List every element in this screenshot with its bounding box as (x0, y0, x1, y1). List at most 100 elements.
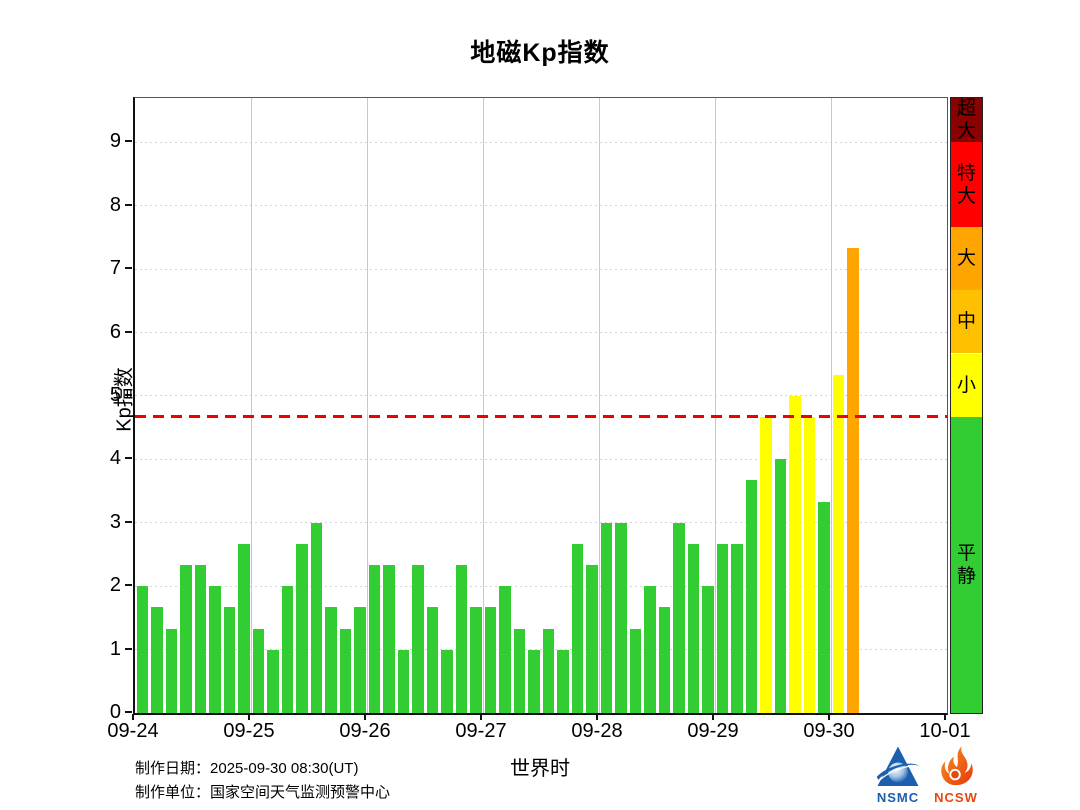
y-tick-label: 2 (109, 574, 121, 597)
x-tick-label: 09-24 (107, 720, 159, 742)
colorbar-label-char: 平 (956, 542, 976, 564)
kp-bar (209, 586, 221, 713)
nsmc-logo-icon (876, 746, 920, 786)
kp-bar (760, 416, 772, 713)
kp-bar (151, 607, 163, 713)
kp-bar (702, 586, 714, 713)
kp-bar (470, 607, 482, 713)
kp-bar (310, 522, 323, 713)
kp-bar (731, 543, 743, 713)
grid-line-horizontal (135, 332, 947, 334)
kp-bar (687, 543, 700, 713)
ncsw-logo-icon (941, 746, 973, 786)
ncsw-logo: NCSW (934, 745, 978, 805)
colorbar-segment: 平静 (951, 416, 982, 713)
colorbar-label-char: 大 (956, 121, 976, 143)
y-axis-tick (125, 711, 132, 713)
x-axis-tick (364, 714, 366, 720)
kp-bar (557, 649, 569, 713)
kp-bar (441, 649, 453, 713)
ncsw-logo-text: NCSW (934, 790, 978, 805)
kp-bar (847, 248, 859, 713)
nsmc-logo-text: NSMC (876, 790, 920, 805)
chart-title: 地磁Kp指数 (470, 39, 610, 67)
kp-bar (644, 586, 656, 713)
x-tick-label: 09-28 (571, 720, 623, 742)
kp-bar (818, 501, 830, 713)
y-tick-label: 4 (109, 447, 121, 470)
y-axis-tick (125, 330, 132, 333)
grid-line-vertical (830, 98, 832, 713)
kp-bar (296, 543, 308, 713)
colorbar-label-char: 大 (956, 247, 976, 269)
x-axis-tick (248, 714, 250, 720)
y-axis-tick (125, 203, 132, 206)
y-tick-label: 6 (109, 320, 121, 343)
kp-bar (383, 565, 395, 713)
kp-bar (426, 607, 439, 713)
colorbar-segment: 超大 (951, 98, 982, 143)
grid-line-vertical (598, 98, 600, 713)
kp-bar (513, 628, 526, 713)
kp-bar (136, 586, 149, 713)
x-axis-tick (480, 714, 482, 720)
y-axis-tick (125, 393, 132, 396)
y-axis-tick (125, 457, 132, 460)
x-tick-label: 09-27 (455, 720, 507, 742)
kp-bar (832, 375, 845, 713)
kp-bar (325, 607, 337, 713)
kp-bar (252, 628, 265, 713)
kp-bar (339, 628, 352, 713)
y-tick-label: 9 (109, 130, 121, 153)
kp-bar (238, 543, 250, 713)
kp-bar (455, 565, 468, 713)
y-axis-title: Kp指数 (113, 367, 136, 432)
y-axis-tick (125, 267, 132, 270)
grid-line-horizontal (135, 141, 947, 143)
y-tick-label: 5 (109, 383, 121, 406)
kp-bar (397, 649, 410, 713)
y-axis-tick (125, 647, 132, 650)
plot-area (133, 97, 948, 715)
colorbar-label-char: 大 (956, 185, 976, 207)
kp-bar (499, 586, 511, 713)
x-axis-tick (944, 714, 946, 720)
y-tick-label: 7 (109, 257, 121, 280)
production-org-label: 制作单位： (135, 784, 211, 801)
colorbar-segment: 特大 (951, 142, 982, 227)
grid-line-vertical (250, 98, 252, 713)
kp-bar (774, 459, 787, 713)
kp-bar (368, 565, 381, 713)
grid-line-horizontal (135, 458, 947, 460)
colorbar-segment: 小 (951, 353, 982, 417)
kp-bar (789, 396, 801, 713)
grid-line-horizontal (135, 395, 947, 397)
y-axis-tick (125, 140, 132, 143)
colorbar-segment: 大 (951, 226, 982, 291)
agency-logos: NSMC NCSW (872, 745, 978, 805)
kp-bar (600, 522, 613, 713)
y-axis-tick (125, 584, 132, 587)
grid-line-vertical (366, 98, 368, 713)
kp-bar (571, 543, 584, 713)
grid-line-horizontal (135, 205, 947, 207)
grid-line-vertical (714, 98, 716, 713)
kp-bar (658, 607, 671, 713)
x-axis-tick (828, 714, 830, 720)
storm-threshold-line (135, 415, 947, 419)
x-tick-label: 09-29 (687, 720, 739, 742)
y-tick-label: 8 (109, 193, 121, 216)
production-date-label: 制作日期： (135, 760, 211, 777)
x-axis-title: 世界时 (510, 758, 570, 780)
kp-bar (629, 628, 642, 713)
kp-bar (412, 565, 424, 713)
x-axis-tick (132, 714, 134, 720)
grid-line-horizontal (135, 649, 947, 651)
kp-bar (528, 649, 540, 713)
grid-line-horizontal (135, 522, 947, 524)
colorbar-label-char: 超 (956, 98, 976, 120)
y-tick-label: 1 (109, 637, 121, 660)
x-tick-label: 09-30 (803, 720, 855, 742)
x-tick-label: 09-26 (339, 720, 391, 742)
